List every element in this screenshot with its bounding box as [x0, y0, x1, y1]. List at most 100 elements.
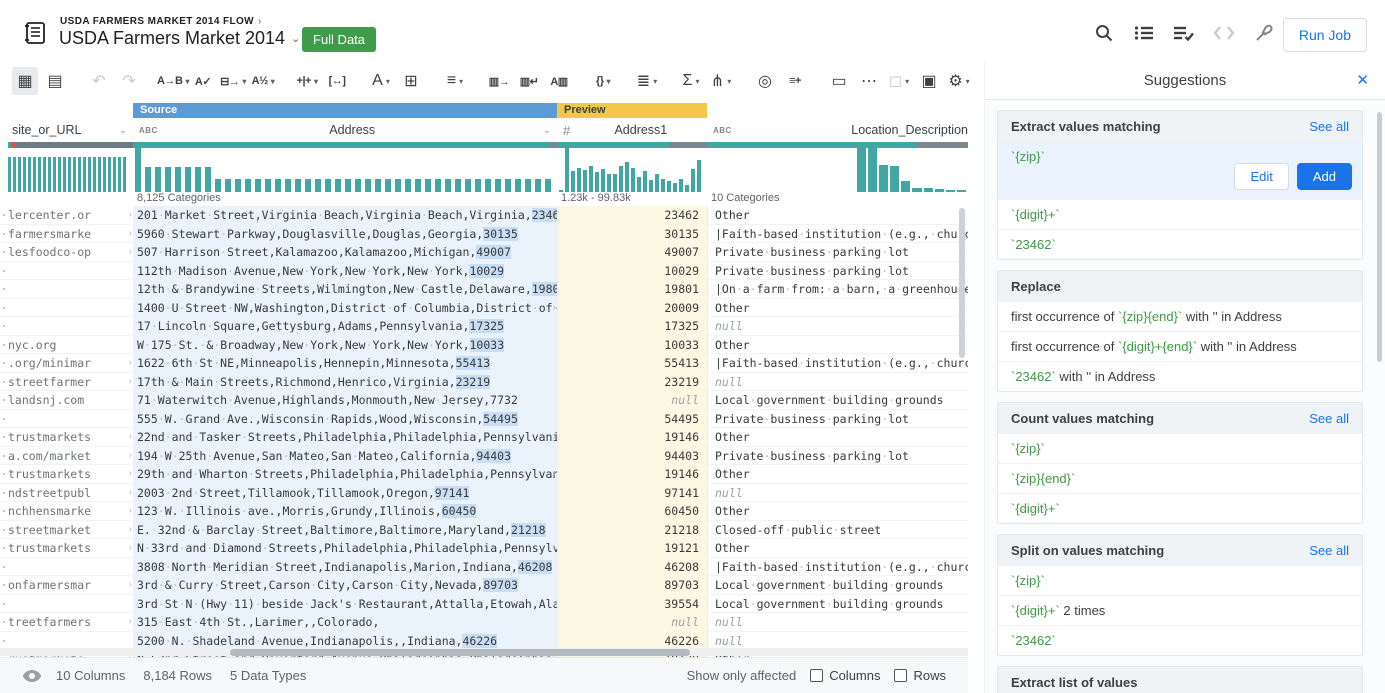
- cell-address1[interactable]: 19146: [557, 465, 707, 484]
- cell-address[interactable]: 112th·Madison·Avenue,New·York,New·York,N…: [133, 262, 557, 281]
- column-menu-icon[interactable]: ⌄: [119, 125, 127, 136]
- row-handle[interactable]: [3, 233, 5, 235]
- cell-site-or-url[interactable]: onfarmersmar›: [8, 576, 133, 595]
- cell-address1[interactable]: 19121: [557, 539, 707, 558]
- cell-address[interactable]: 555·W.·Grand·Ave.,Wisconsin·Rapids,Wood,…: [133, 410, 557, 429]
- cell-location-description[interactable]: Closed-off·public·street: [707, 521, 968, 540]
- format-icon[interactable]: A▾: [368, 67, 394, 95]
- see-all-link[interactable]: See all: [1309, 543, 1349, 558]
- row-handle[interactable]: [3, 547, 5, 549]
- cell-address[interactable]: 507·Harrison·Street,Kalamazoo,Kalamazoo,…: [133, 243, 557, 262]
- suggestion-item[interactable]: `23462`: [998, 625, 1362, 655]
- pattern-braces-icon[interactable]: {}▾: [590, 67, 616, 95]
- group-rows-icon[interactable]: ≡▾: [442, 67, 468, 95]
- cell-address[interactable]: 29th·and·Wharton·Streets,Philadelphia,Ph…: [133, 465, 557, 484]
- aggregate-icon[interactable]: Σ▾: [678, 67, 704, 95]
- filter-rows-icon[interactable]: ≣▾: [634, 67, 660, 95]
- change-type-icon[interactable]: A½▾: [250, 67, 276, 95]
- close-icon[interactable]: ✕: [1356, 71, 1369, 89]
- cell-site-or-url[interactable]: streetmarket›: [8, 521, 133, 540]
- merge-columns-icon[interactable]: [↔]: [324, 67, 350, 95]
- cell-address1[interactable]: 54495: [557, 410, 707, 429]
- cell-location-description[interactable]: Other: [707, 502, 968, 521]
- cell-site-or-url[interactable]: ndstreetpubl›: [8, 484, 133, 503]
- cell-address[interactable]: 3808·North·Meridian·Street,Indianapolis,…: [133, 558, 557, 577]
- column-title-site_or_URL[interactable]: site_or_URL⌄: [8, 118, 133, 142]
- add-rows-icon[interactable]: ≡+: [782, 67, 808, 95]
- cell-site-or-url[interactable]: .org/minimar›: [8, 354, 133, 373]
- column-title-Location_Description[interactable]: ABCLocation_Description: [707, 118, 968, 142]
- cell-address1[interactable]: 49007: [557, 243, 707, 262]
- cell-site-or-url[interactable]: [8, 280, 133, 299]
- cell-site-or-url[interactable]: lercenter.or›: [8, 206, 133, 225]
- cell-site-or-url[interactable]: lesfoodco-op›: [8, 243, 133, 262]
- cell-location-description[interactable]: Other: [707, 465, 968, 484]
- row-handle[interactable]: [3, 510, 5, 512]
- cell-address1[interactable]: 60450: [557, 502, 707, 521]
- row-handle[interactable]: [3, 251, 5, 253]
- cell-site-or-url[interactable]: trustmarkets›: [8, 428, 133, 447]
- cell-address[interactable]: 123·W.·Illinois·ave.,Morris,Grundy,Illin…: [133, 502, 557, 521]
- cell-address[interactable]: N·33rd·and·Diamond·Streets,Philadelphia,…: [133, 539, 557, 558]
- cell-address1[interactable]: 55413: [557, 354, 707, 373]
- row-handle[interactable]: [3, 492, 5, 494]
- union-icon[interactable]: ◎: [752, 67, 778, 95]
- cell-address1[interactable]: 23219: [557, 373, 707, 392]
- cell-site-or-url[interactable]: landsnj.com: [8, 391, 133, 410]
- title-dropdown-icon[interactable]: ⌄: [291, 33, 300, 45]
- cell-location-description[interactable]: null: [707, 613, 968, 632]
- cell-address1[interactable]: 21218: [557, 521, 707, 540]
- row-handle[interactable]: [3, 381, 5, 383]
- cell-site-or-url[interactable]: [8, 317, 133, 336]
- cell-site-or-url[interactable]: a.com/market›: [8, 447, 133, 466]
- cell-location-description[interactable]: Other: [707, 206, 968, 225]
- cell-address[interactable]: 17th·&·Main·Streets,Richmond,Henrico,Vir…: [133, 373, 557, 392]
- reshape-icon[interactable]: A▥: [546, 67, 572, 95]
- rows-checkbox-box[interactable]: [894, 669, 907, 682]
- row-handle[interactable]: [3, 529, 5, 531]
- suggestion-item[interactable]: `{zip}`: [998, 565, 1362, 595]
- cell-address[interactable]: 3rd·St·N·(Hwy·11)·beside·Jack's·Restaura…: [133, 595, 557, 614]
- cell-address1[interactable]: 39554: [557, 595, 707, 614]
- suggestion-item[interactable]: `23462`: [998, 229, 1362, 259]
- cell-location-description[interactable]: Private·business·parking·lot: [707, 243, 968, 262]
- standardize-icon[interactable]: A→B▾: [160, 67, 186, 95]
- cell-location-description[interactable]: null: [707, 317, 968, 336]
- cell-site-or-url[interactable]: [8, 595, 133, 614]
- row-handle[interactable]: [3, 584, 5, 586]
- cell-address1[interactable]: 97141: [557, 484, 707, 503]
- lookup-icon[interactable]: ▣: [916, 67, 942, 95]
- panel-scrollbar-thumb[interactable]: [1377, 112, 1382, 362]
- row-handle[interactable]: [3, 603, 5, 605]
- cell-address[interactable]: 12th·&·Brandywine·Streets,Wilmington,New…: [133, 280, 557, 299]
- cell-address[interactable]: 1400·U·Street·NW,Washington,District·of·…: [133, 299, 557, 318]
- see-all-link[interactable]: See all: [1309, 119, 1349, 134]
- cell-location-description[interactable]: null: [707, 484, 968, 503]
- validate-icon[interactable]: A✓: [190, 67, 216, 95]
- code-icon[interactable]: [1213, 22, 1235, 44]
- cell-location-description[interactable]: Local·government·building·grounds: [707, 576, 968, 595]
- suggestion-item[interactable]: `{digit}+`: [998, 493, 1362, 523]
- see-all-link[interactable]: See all: [1309, 411, 1349, 426]
- cell-site-or-url[interactable]: nyc.org: [8, 336, 133, 355]
- cell-location-description[interactable]: |Faith-based·institution·(e.g.,·church: [707, 225, 968, 244]
- suggestion-item[interactable]: `{zip}{end}`: [998, 463, 1362, 493]
- cell-site-or-url[interactable]: [8, 410, 133, 429]
- row-handle[interactable]: [3, 566, 5, 568]
- row-handle[interactable]: [3, 362, 5, 364]
- cell-address[interactable]: 22nd·and·Tasker·Streets,Philadelphia,Phi…: [133, 428, 557, 447]
- columns-checkbox-box[interactable]: [810, 669, 823, 682]
- split-column-icon[interactable]: +|+▾: [294, 67, 320, 95]
- settings-sliders-icon[interactable]: ⚙▾: [946, 67, 972, 95]
- cell-site-or-url[interactable]: [8, 558, 133, 577]
- row-handle[interactable]: [3, 436, 5, 438]
- cell-location-description[interactable]: Other: [707, 539, 968, 558]
- cell-address[interactable]: 194·W·25th·Avenue,San·Mateo,San·Mateo,Ca…: [133, 447, 557, 466]
- breadcrumb[interactable]: USDA FARMERS MARKET 2014 FLOW›: [60, 16, 262, 27]
- rows-checkbox[interactable]: Rows: [894, 668, 946, 683]
- cell-address1[interactable]: null: [557, 613, 707, 632]
- cell-address[interactable]: 3rd·&·Curry·Street,Carson·City,Carson·Ci…: [133, 576, 557, 595]
- cell-address[interactable]: 201·Market·Street,Virginia·Beach,Virgini…: [133, 206, 557, 225]
- horizontal-scrollbar-thumb[interactable]: [230, 649, 690, 656]
- view-rows-icon[interactable]: ▤: [42, 67, 68, 95]
